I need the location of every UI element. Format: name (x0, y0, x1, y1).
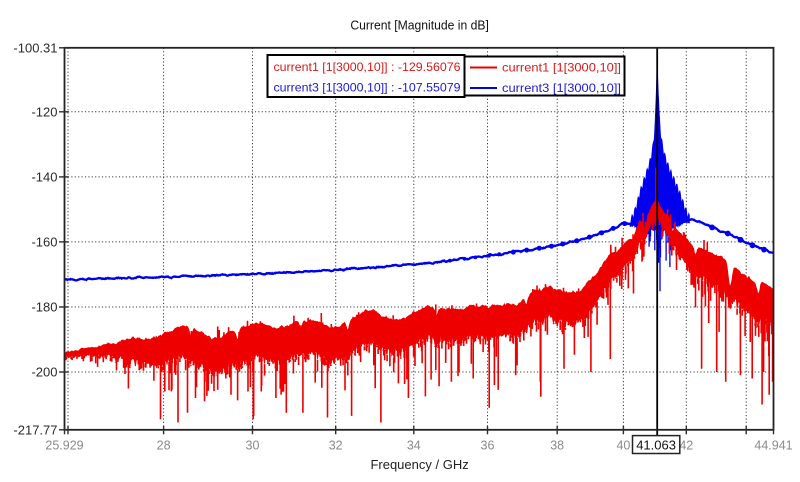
svg-text:25.929: 25.929 (45, 439, 83, 453)
svg-text:Frequency / GHz: Frequency / GHz (370, 457, 468, 472)
svg-text:34: 34 (407, 439, 421, 453)
svg-text:-140: -140 (31, 169, 57, 184)
svg-text:-100.31: -100.31 (13, 40, 57, 55)
svg-text:32: 32 (329, 439, 343, 453)
svg-text:28: 28 (157, 439, 171, 453)
svg-text:-120: -120 (31, 104, 57, 119)
svg-text:-180: -180 (31, 300, 57, 315)
svg-text:-200: -200 (31, 365, 57, 380)
svg-text:44.941: 44.941 (754, 439, 792, 453)
svg-text:42: 42 (679, 439, 693, 453)
svg-text:Current [Magnitude in dB]: Current [Magnitude in dB] (350, 18, 489, 33)
svg-text:-160: -160 (31, 234, 57, 249)
svg-text:41.063: 41.063 (636, 437, 676, 452)
svg-text:current1 [1[3000,10]]: current1 [1[3000,10]] (502, 61, 621, 75)
svg-text:30: 30 (246, 439, 260, 453)
svg-text:-217.77: -217.77 (13, 422, 57, 437)
svg-text:current1 [1[3000,10]] : -129.5: current1 [1[3000,10]] : -129.56076 (274, 60, 461, 74)
svg-text:40: 40 (616, 439, 630, 453)
svg-text:current3 [1[3000,10]] : -107.5: current3 [1[3000,10]] : -107.55079 (274, 81, 461, 95)
svg-text:38: 38 (550, 439, 564, 453)
svg-text:36: 36 (481, 439, 495, 453)
svg-text:current3 [1[3000,10]]: current3 [1[3000,10]] (502, 81, 621, 95)
